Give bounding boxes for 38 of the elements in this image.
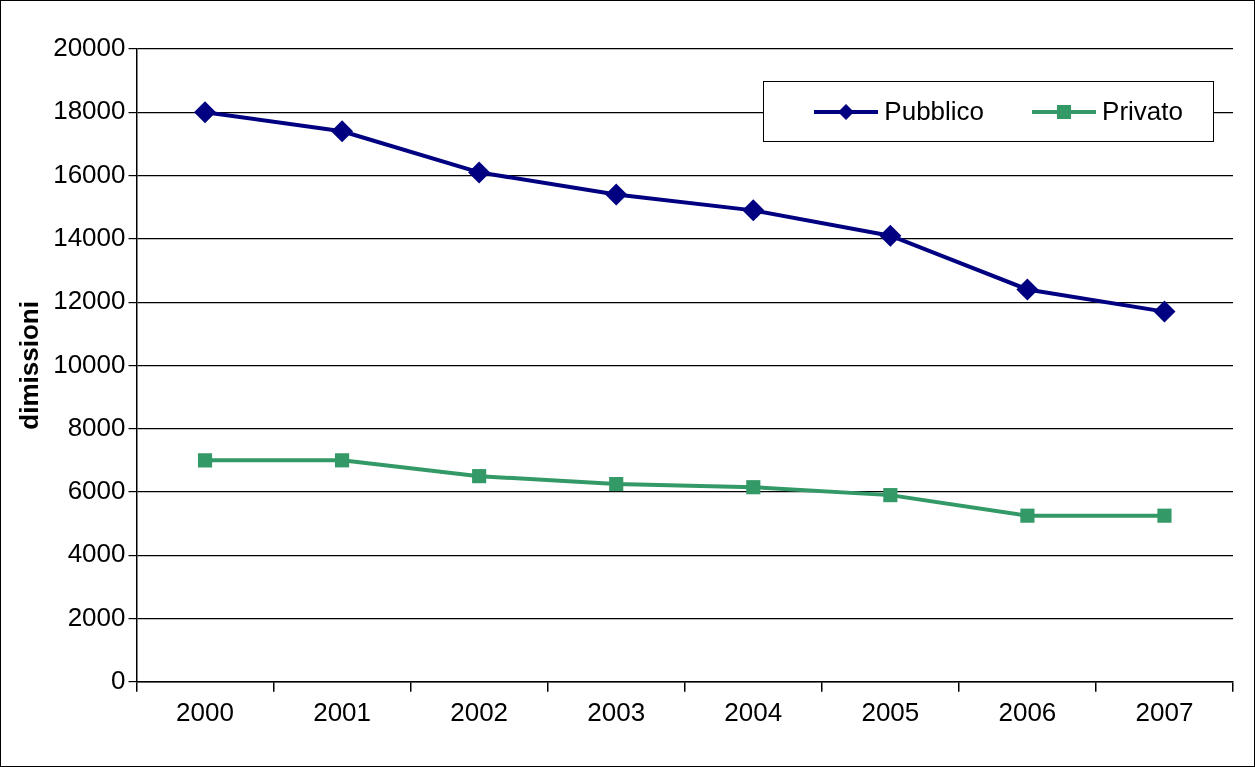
point (1020, 508, 1035, 523)
y-tick-label: 10000 (53, 348, 126, 379)
x-tick-label: 2003 (587, 696, 646, 727)
point (883, 488, 898, 503)
point (879, 224, 902, 247)
point (194, 101, 217, 124)
y-axis-title: dimissioni (13, 301, 44, 430)
y-tick-label: 18000 (53, 95, 126, 126)
y-tick-label: 20000 (53, 32, 126, 63)
y-tick-label: 12000 (53, 285, 126, 316)
y-tick-label: 16000 (53, 158, 126, 189)
legend-label: Pubblico (884, 96, 985, 127)
point (468, 161, 491, 184)
x-tick-label: 2006 (998, 696, 1057, 727)
point (331, 120, 354, 143)
y-tick-label: 6000 (67, 475, 126, 506)
point (1016, 278, 1039, 301)
y-tick-label: 4000 (67, 538, 126, 569)
y-tick-label: 2000 (67, 601, 126, 632)
point (1153, 300, 1176, 323)
point (605, 183, 628, 206)
x-tick-label: 2004 (724, 696, 783, 727)
x-tick-label: 2007 (1135, 696, 1194, 727)
x-tick-label: 2000 (176, 696, 234, 727)
point (197, 453, 213, 468)
x-tick-label: 2001 (313, 696, 372, 727)
x-tick-label: 2002 (450, 696, 509, 727)
point (335, 453, 350, 468)
point (1157, 508, 1172, 523)
point (472, 469, 487, 484)
y-tick-label: 8000 (67, 411, 126, 442)
point (746, 480, 761, 495)
legend-label: Privato (1102, 96, 1183, 127)
point (742, 199, 765, 222)
point (609, 476, 624, 492)
y-tick-label: 0 (111, 664, 126, 695)
x-tick-label: 2005 (861, 696, 920, 727)
y-tick-label: 14000 (53, 222, 126, 253)
